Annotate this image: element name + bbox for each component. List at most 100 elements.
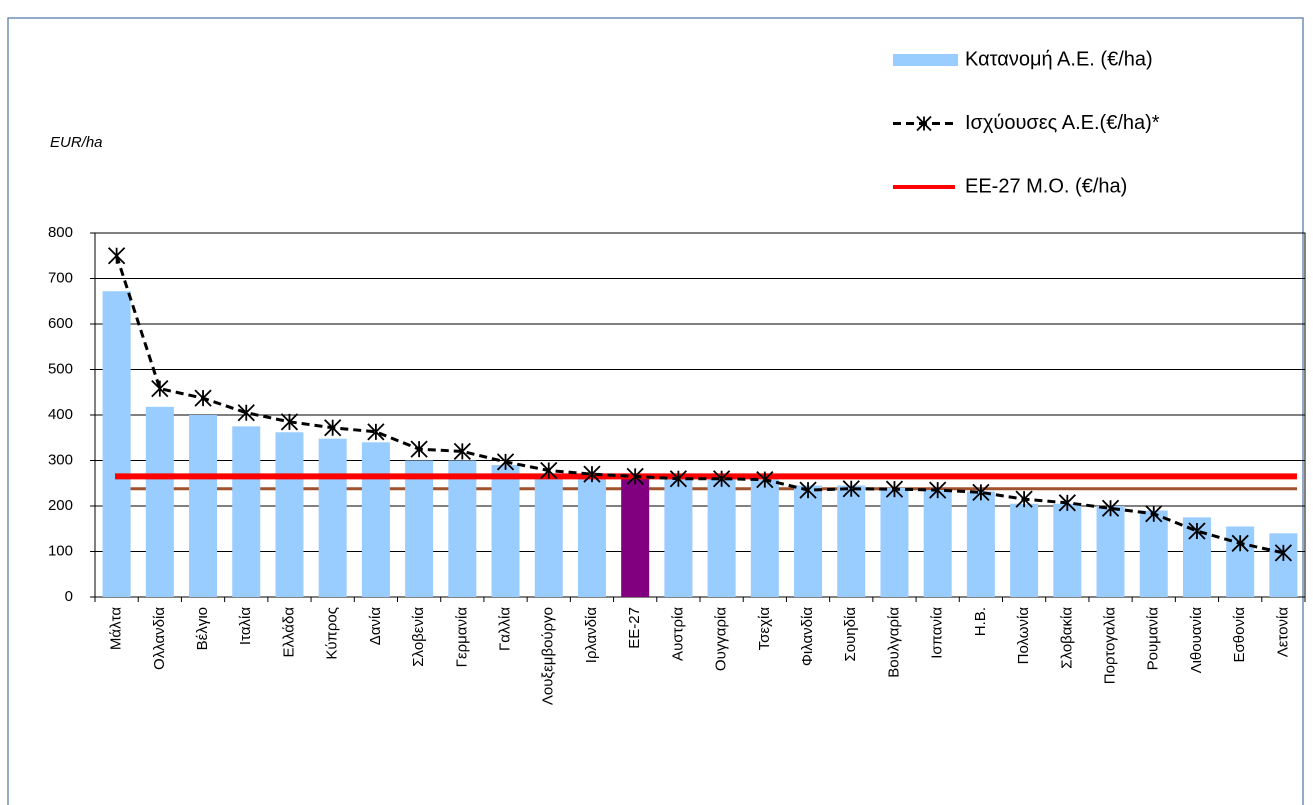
bar bbox=[923, 490, 952, 597]
x-tick-label: Ιρλανδία bbox=[583, 607, 600, 664]
frame bbox=[7, 17, 1304, 805]
marker bbox=[842, 480, 860, 498]
marker bbox=[453, 442, 471, 461]
y-tick-label: 600 bbox=[48, 315, 73, 332]
marker bbox=[756, 470, 774, 489]
bar bbox=[405, 460, 434, 597]
x-tick-label: Ολλανδία bbox=[151, 607, 168, 670]
bar bbox=[750, 479, 779, 597]
bar bbox=[794, 485, 823, 597]
bar bbox=[232, 426, 261, 597]
y-tick-label: 200 bbox=[48, 497, 73, 514]
y-axis-label: EUR/ha bbox=[50, 134, 103, 151]
x-tick-label: Βουλγαρία bbox=[885, 607, 902, 678]
x-tick-label: Εσθονία bbox=[1231, 607, 1248, 663]
bar bbox=[491, 465, 520, 597]
x-tick-label: Ελλάδα bbox=[280, 607, 297, 658]
legend-label: ΕΕ-27 Μ.Ο. (€/ha) bbox=[965, 175, 1127, 197]
marker bbox=[107, 247, 126, 265]
legend-swatch bbox=[893, 54, 958, 66]
marker bbox=[237, 404, 255, 422]
marker bbox=[799, 481, 817, 499]
x-tick-label: Φιλανδία bbox=[799, 607, 816, 666]
marker bbox=[1231, 534, 1249, 552]
bar bbox=[189, 415, 218, 597]
x-tick-label: Λουξεμβούργο bbox=[540, 607, 557, 705]
y-tick-label: 0 bbox=[65, 588, 73, 605]
line bbox=[115, 255, 1284, 555]
y-tick-label: 300 bbox=[48, 451, 73, 468]
marker bbox=[280, 413, 299, 431]
x-tick-label: Ιταλία bbox=[237, 607, 254, 645]
x-tick-label: Κύπρος bbox=[324, 607, 341, 660]
x-tick-label: Ουγγαρία bbox=[713, 607, 730, 671]
bar bbox=[448, 460, 477, 597]
x-tick-label: Σλοβενία bbox=[410, 607, 427, 667]
bar bbox=[880, 487, 909, 597]
marker bbox=[496, 453, 515, 471]
x-tick-label: Πολωνία bbox=[1015, 607, 1032, 665]
bar bbox=[1053, 503, 1082, 597]
marker bbox=[367, 423, 385, 441]
marker bbox=[712, 470, 731, 488]
x-tick-label: Βέλγιο bbox=[194, 607, 211, 650]
marker bbox=[540, 461, 558, 480]
x-tick-label: Αυστρία bbox=[669, 607, 686, 661]
marker bbox=[1188, 522, 1206, 540]
x-tick-label: Σουηδία bbox=[842, 607, 859, 662]
marker bbox=[1145, 505, 1163, 523]
bar bbox=[664, 477, 693, 597]
bar bbox=[837, 485, 866, 597]
marker bbox=[1101, 499, 1120, 517]
y-tick-label: 100 bbox=[48, 542, 73, 559]
x-tick-label: Δανία bbox=[367, 607, 384, 646]
bar bbox=[102, 291, 131, 597]
x-tick-label: Τσεχία bbox=[756, 607, 773, 651]
y-tick-label: 800 bbox=[48, 224, 73, 241]
bar bbox=[1096, 506, 1125, 597]
legend-label: Κατανομή Α.Ε. (€/ha) bbox=[965, 48, 1153, 70]
marker bbox=[324, 419, 342, 437]
marker bbox=[1058, 494, 1076, 512]
marker bbox=[929, 481, 947, 499]
bar bbox=[621, 476, 650, 597]
x-tick-label: Η.Β. bbox=[972, 607, 989, 636]
marker bbox=[410, 440, 428, 458]
x-tick-label: Λιθουανία bbox=[1188, 607, 1205, 674]
marker bbox=[669, 470, 688, 488]
x-tick-label: Μάλτα bbox=[108, 607, 125, 650]
marker bbox=[583, 465, 601, 483]
x-tick-label: Πορτογαλία bbox=[1102, 607, 1119, 685]
legend-marker bbox=[916, 115, 932, 132]
bar bbox=[707, 478, 736, 597]
y-tick-label: 700 bbox=[48, 269, 73, 286]
x-tick-label: Γαλλία bbox=[497, 607, 514, 651]
bar bbox=[145, 406, 174, 597]
bar bbox=[1010, 503, 1039, 597]
bar bbox=[275, 432, 304, 597]
marker bbox=[885, 480, 904, 498]
y-tick-label: 500 bbox=[48, 360, 73, 377]
marker bbox=[1274, 544, 1293, 562]
bar bbox=[534, 476, 563, 597]
x-tick-label: Σλοβακία bbox=[1058, 607, 1075, 669]
bar bbox=[318, 438, 347, 597]
bar bbox=[361, 442, 390, 597]
marker bbox=[1015, 490, 1033, 508]
x-tick-label: ΕΕ-27 bbox=[626, 607, 643, 649]
bar bbox=[1139, 510, 1168, 597]
x-tick-label: Ρουμανία bbox=[1145, 607, 1162, 671]
legend-label: Ισχύουσες Α.Ε.(€/ha)* bbox=[965, 112, 1160, 134]
bar bbox=[966, 491, 995, 597]
marker bbox=[972, 483, 990, 501]
marker bbox=[194, 389, 212, 407]
marker bbox=[151, 379, 169, 398]
x-tick-label: Γερμανία bbox=[453, 607, 470, 668]
x-tick-label: Ισπανία bbox=[929, 607, 946, 659]
x-tick-label: Λετονία bbox=[1274, 607, 1291, 658]
marker bbox=[626, 467, 644, 486]
bar bbox=[577, 476, 606, 597]
bar bbox=[1269, 533, 1298, 597]
